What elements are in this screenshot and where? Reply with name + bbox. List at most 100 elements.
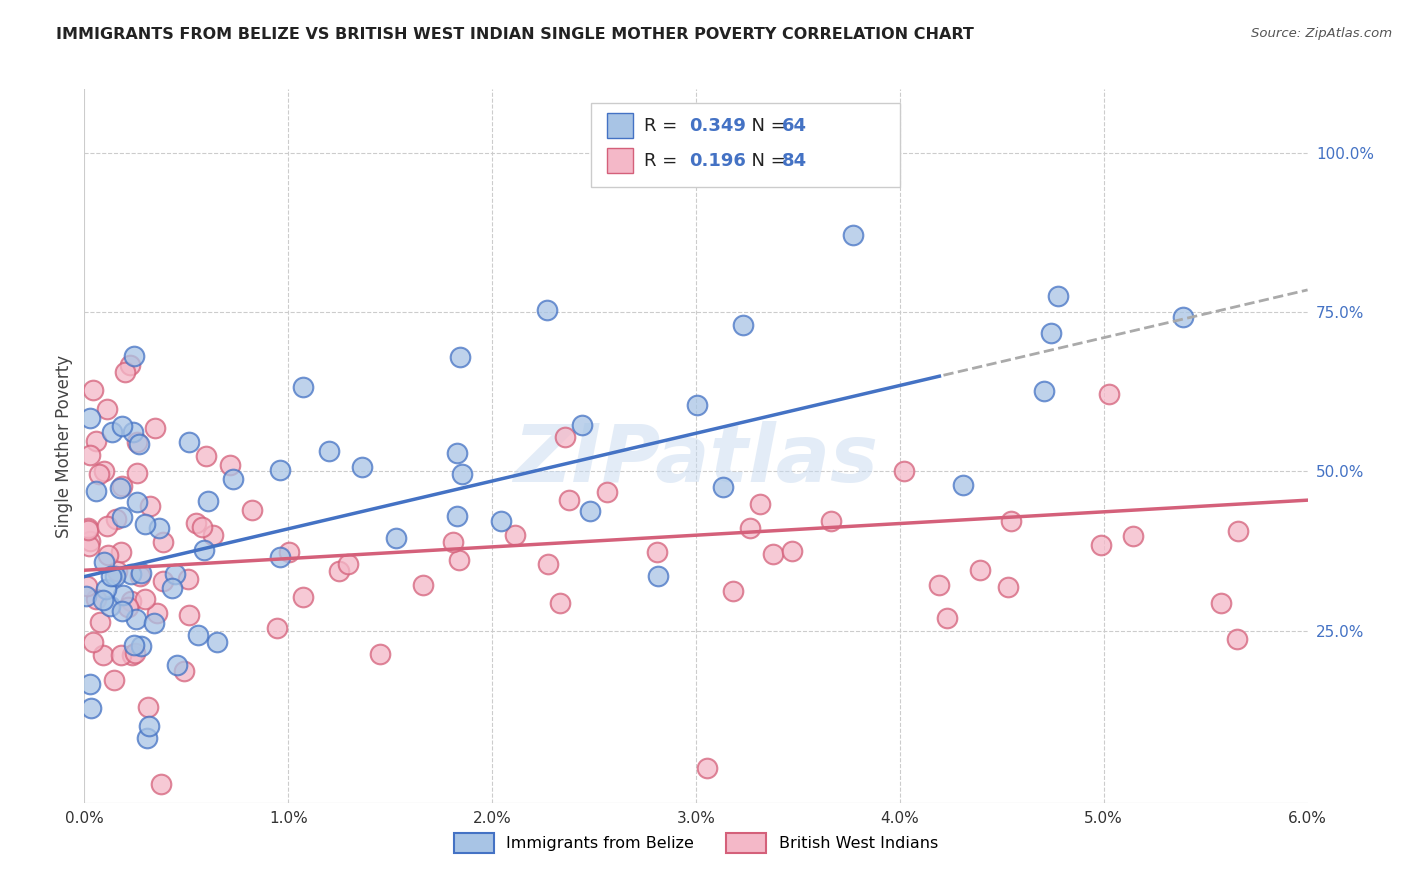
Text: N =: N = (740, 117, 792, 135)
Point (86, 591, 108, 606)
Point (100, 568, 122, 582)
Point (205, 635, 228, 649)
Point (446, 446, 468, 460)
Point (128, 569, 150, 583)
Point (278, 544, 301, 558)
Point (124, 646, 146, 660)
Point (1090, 538, 1112, 552)
Point (222, 472, 245, 486)
Point (152, 574, 174, 589)
Point (97, 548, 120, 562)
Point (120, 594, 142, 608)
Text: Source: ZipAtlas.com: Source: ZipAtlas.com (1251, 27, 1392, 40)
Point (1171, 310, 1194, 324)
Point (160, 581, 183, 595)
Point (138, 719, 160, 733)
Point (291, 590, 314, 604)
Point (969, 563, 991, 577)
Point (82, 383, 104, 397)
Point (451, 467, 474, 481)
Point (1122, 529, 1144, 543)
Point (1098, 387, 1121, 401)
Point (104, 512, 127, 526)
Point (384, 531, 406, 545)
Point (368, 647, 391, 661)
Point (76, 523, 98, 537)
Point (110, 648, 132, 662)
Point (82, 634, 104, 648)
Point (134, 517, 156, 532)
Point (748, 497, 770, 511)
Point (179, 434, 201, 449)
Point (197, 494, 219, 508)
Point (112, 588, 135, 602)
Point (103, 673, 125, 687)
Point (740, 521, 762, 535)
Point (79, 448, 101, 462)
Point (193, 542, 215, 557)
Text: IMMIGRANTS FROM BELIZE VS BRITISH WEST INDIAN SINGLE MOTHER POVERTY CORRELATION : IMMIGRANTS FROM BELIZE VS BRITISH WEST I… (56, 27, 974, 42)
Point (79, 677, 101, 691)
Point (104, 569, 127, 583)
Point (120, 567, 142, 582)
Point (441, 534, 464, 549)
Point (191, 520, 214, 534)
Point (121, 648, 143, 662)
Point (96, 401, 118, 416)
Point (449, 350, 471, 364)
Point (761, 547, 783, 561)
Point (935, 611, 957, 625)
Point (91, 648, 114, 663)
Y-axis label: Single Mother Poverty: Single Mother Poverty (55, 354, 73, 538)
Point (120, 359, 142, 373)
Point (93, 464, 115, 478)
Point (1000, 515, 1022, 529)
Point (127, 435, 149, 450)
Point (124, 638, 146, 652)
Point (318, 444, 340, 458)
Point (711, 480, 734, 494)
Point (122, 425, 145, 440)
Point (84, 484, 107, 499)
Point (91, 593, 114, 607)
Point (505, 528, 527, 542)
Text: 64: 64 (782, 117, 807, 135)
Point (128, 437, 150, 451)
Legend: Immigrants from Belize, British West Indians: Immigrants from Belize, British West Ind… (447, 827, 945, 859)
Point (110, 479, 132, 493)
Point (150, 777, 173, 791)
Point (202, 527, 225, 541)
Point (136, 700, 159, 714)
Point (558, 492, 581, 507)
Point (179, 608, 201, 623)
Point (337, 557, 360, 571)
Text: 0.349: 0.349 (689, 117, 745, 135)
Point (554, 430, 576, 444)
Point (166, 658, 188, 673)
Point (125, 467, 148, 481)
Point (143, 421, 166, 435)
Point (997, 581, 1019, 595)
Point (184, 516, 207, 530)
Point (412, 578, 434, 592)
Text: N =: N = (740, 152, 792, 169)
Point (893, 464, 915, 478)
Point (291, 379, 314, 393)
Point (114, 366, 136, 380)
Point (328, 564, 350, 578)
Point (780, 544, 803, 558)
Point (1033, 384, 1056, 399)
Point (571, 418, 593, 433)
Text: R =: R = (644, 152, 683, 169)
Point (579, 503, 602, 517)
Point (117, 600, 139, 615)
Point (80, 700, 103, 714)
Point (127, 495, 149, 509)
Point (105, 565, 128, 579)
Point (491, 514, 513, 528)
Point (1046, 289, 1069, 303)
Point (84, 434, 107, 449)
Text: 84: 84 (782, 152, 807, 169)
Point (101, 425, 124, 439)
Point (721, 584, 744, 599)
